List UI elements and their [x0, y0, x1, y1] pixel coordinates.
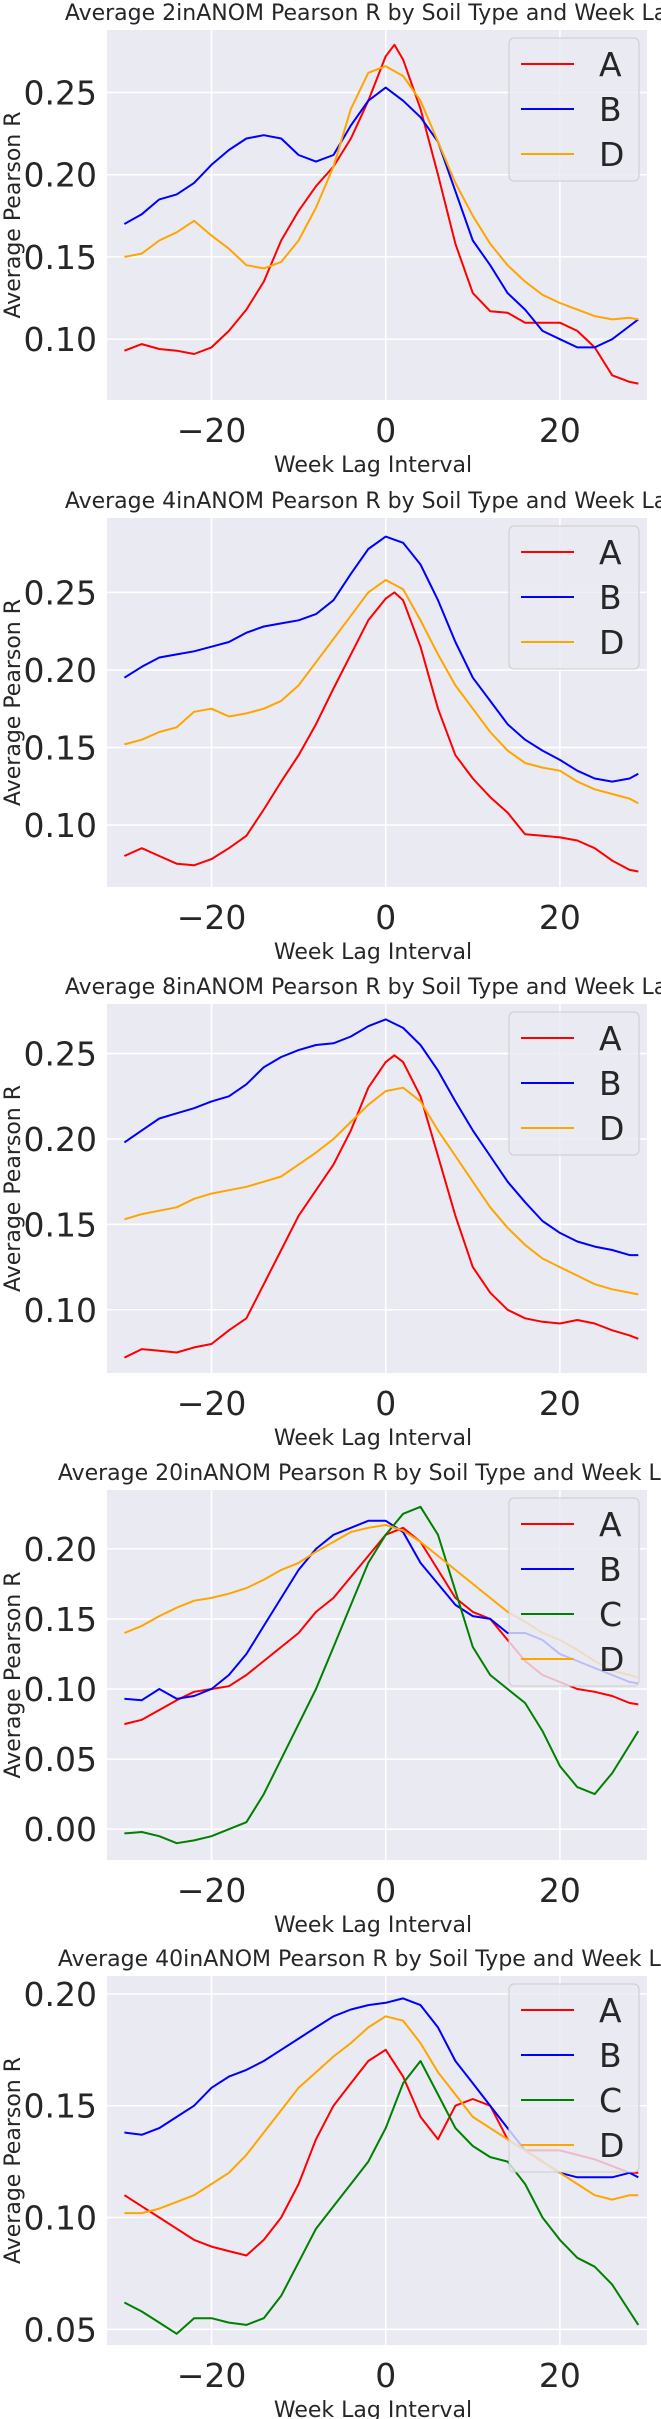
x-tick-label: 20 [539, 2356, 581, 2395]
y-tick-label: 0.25 [24, 573, 97, 612]
x-tick-label: 20 [539, 1384, 581, 1423]
y-tick-label: 0.20 [24, 156, 97, 195]
x-tick-label: 0 [375, 1384, 396, 1423]
y-tick-label: 0.25 [24, 1035, 97, 1074]
legend-label-A: A [599, 533, 622, 572]
legend-label-D: D [599, 623, 624, 662]
y-axis-label: Average Pearson R [1, 599, 26, 806]
y-tick-label: 0.20 [24, 651, 97, 690]
y-axis-label: Average Pearson R [1, 2057, 26, 2264]
y-axis-label: Average Pearson R [1, 1571, 26, 1778]
legend-label-A: A [599, 45, 622, 84]
legend-label-C: C [599, 2081, 622, 2120]
y-tick-label: 0.25 [24, 73, 97, 112]
y-tick-label: 0.05 [24, 2310, 97, 2349]
x-tick-label: −20 [177, 1384, 247, 1423]
legend-box [508, 1983, 640, 2173]
x-axis-label: Week Lag Interval [274, 1913, 472, 1938]
x-tick-label: 0 [375, 411, 396, 450]
x-tick-label: −20 [177, 2356, 247, 2395]
y-tick-label: 0.10 [24, 1291, 97, 1330]
x-axis-label: Week Lag Interval [274, 1426, 472, 1451]
legend-label-A: A [599, 1019, 622, 1058]
legend-label-C: C [599, 1595, 622, 1634]
y-tick-label: 0.10 [24, 2199, 97, 2238]
x-tick-label: 20 [539, 898, 581, 937]
series-line-C [124, 1505, 640, 1845]
x-tick-label: 0 [375, 898, 396, 937]
chart-title: Average 8inANOM Pearson R by Soil Type a… [65, 975, 661, 1000]
legend-label-D: D [599, 135, 624, 174]
chart-title: Average 40inANOM Pearson R by Soil Type … [58, 1947, 661, 1972]
y-tick-label: 0.10 [24, 806, 97, 845]
series-line-D [124, 65, 639, 321]
legend-label-A: A [599, 1505, 622, 1544]
series-line-A [123, 591, 639, 873]
series-line-A [123, 1054, 639, 1359]
y-tick-label: 0.10 [24, 320, 97, 359]
y-tick-label: 0.15 [24, 238, 97, 277]
legend-label-D: D [599, 2126, 624, 2165]
x-tick-label: −20 [177, 1871, 247, 1910]
y-tick-label: 0.20 [24, 1120, 97, 1159]
x-axis-label: Week Lag Interval [274, 2398, 472, 2419]
legend-label-D: D [599, 1640, 624, 1679]
x-tick-label: 0 [375, 2356, 396, 2395]
y-tick-label: 0.20 [24, 1975, 97, 2014]
series-line-A [124, 43, 639, 385]
chart-panel-1: −20 0 20 0.10 0.15 0.20 0.25 Average 2inANOM Pe… [1, 1, 661, 478]
legend-label-A: A [599, 1991, 622, 2030]
chart-title: Average 4inANOM Pearson R by Soil Type a… [65, 489, 661, 514]
y-tick-label: 0.15 [24, 1205, 97, 1244]
series-line-D [124, 579, 639, 805]
y-tick-label: 0.20 [24, 1530, 97, 1569]
y-axis-label: Average Pearson R [1, 1085, 26, 1292]
chart-title: Average 2inANOM Pearson R by Soil Type a… [65, 1, 661, 26]
x-axis-label: Week Lag Interval [274, 940, 472, 965]
series-line-B [123, 535, 639, 783]
x-tick-label: 20 [539, 1871, 581, 1910]
chart-panel-3: −20 0 20 0.10 0.15 0.20 0.25 Average 8inANOM Pe… [1, 975, 661, 1451]
chart-title: Average 20inANOM Pearson R by Soil Type … [58, 1461, 661, 1486]
series-line-D [124, 1086, 639, 1296]
chart-panel-4: −20 0 20 0.00 0.05 0.10 0.15 0.20 Average 20inAN… [1, 1461, 661, 1938]
y-tick-label: 0.15 [24, 1600, 97, 1639]
y-tick-label: 0.00 [24, 1810, 97, 1849]
y-tick-label: 0.10 [24, 1670, 97, 1709]
series-line-B [123, 86, 639, 349]
y-axis-label: Average Pearson R [1, 111, 26, 318]
chart-panel-2: −20 0 20 0.10 0.15 0.20 0.25 Average 4inANOM Pe… [1, 489, 661, 965]
series-line-D [124, 2015, 639, 2215]
y-tick-label: 0.15 [24, 728, 97, 767]
x-tick-label: 20 [539, 411, 581, 450]
y-tick-label: 0.15 [24, 2087, 97, 2126]
series-line-B [123, 1018, 639, 1257]
chart-panel-5: −20 0 20 0.05 0.10 0.15 0.20 Average 40inANOM P… [1, 1947, 661, 2419]
legend-label-B: B [599, 1550, 622, 1589]
legend-label-B: B [599, 578, 622, 617]
x-axis-label: Week Lag Interval [274, 453, 472, 478]
legend-label-B: B [599, 90, 622, 129]
legend-label-B: B [599, 1064, 622, 1103]
x-tick-label: −20 [177, 411, 247, 450]
y-tick-label: 0.05 [24, 1740, 97, 1779]
legend-label-B: B [599, 2036, 622, 2075]
series-line-C [123, 2060, 640, 2335]
legend-box [508, 1497, 640, 1687]
legend-label-D: D [599, 1109, 624, 1148]
x-tick-label: 0 [375, 1871, 396, 1910]
x-tick-label: −20 [177, 898, 247, 937]
